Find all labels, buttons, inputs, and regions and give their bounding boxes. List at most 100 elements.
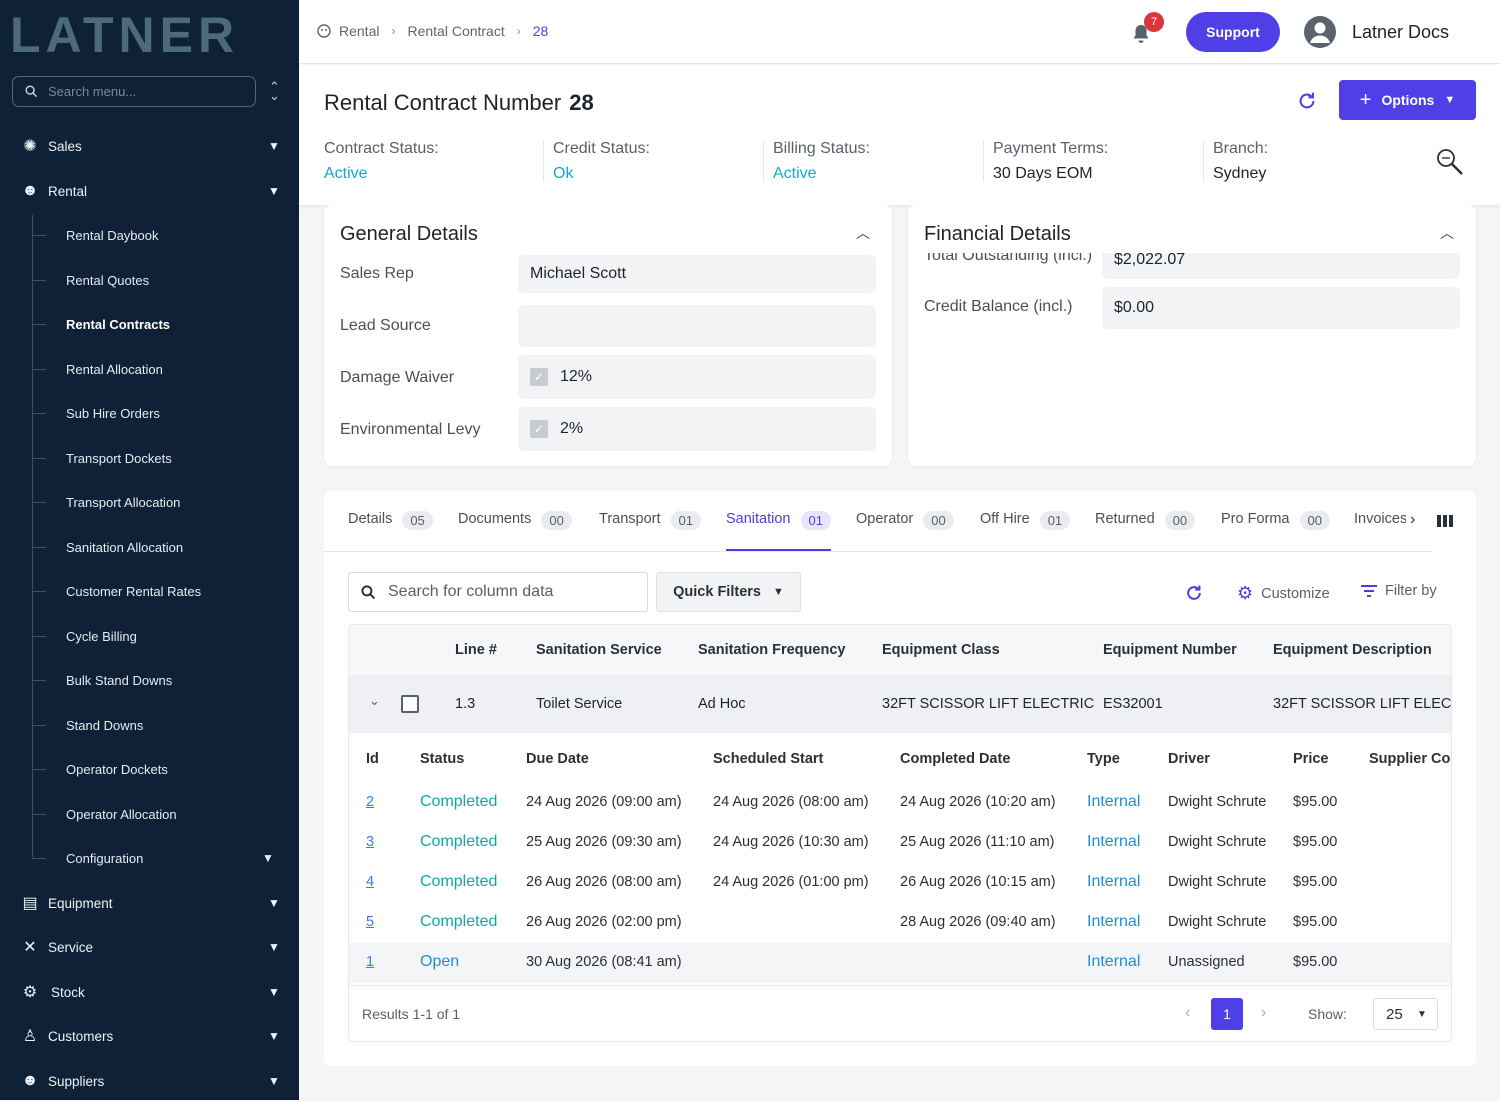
cell-status: Completed [420, 793, 498, 810]
refresh-icon[interactable] [1296, 90, 1318, 112]
sidebar-item-rental-contracts[interactable]: Rental Contracts [32, 309, 170, 339]
row-id-link[interactable]: 2 [366, 794, 375, 810]
menu-search-input[interactable] [48, 84, 238, 99]
tree-branch [32, 679, 46, 681]
chevron-right-icon[interactable]: › [1261, 1004, 1267, 1021]
nav-customers[interactable]: ♙ Customers ▼ [0, 1016, 299, 1056]
sidebar-item-sanitation-allocation[interactable]: Sanitation Allocation [32, 532, 183, 562]
zoom-search-icon[interactable] [1435, 147, 1465, 177]
sub-column-header[interactable]: Scheduled Start [713, 751, 824, 767]
sub-column-header[interactable]: Price [1293, 751, 1329, 767]
nav-equipment[interactable]: ▤ Equipment ▼ [0, 883, 299, 923]
tab-invoices[interactable]: Invoices [1354, 511, 1412, 551]
tab-off-hire[interactable]: Off Hire 01 [980, 511, 1071, 551]
tree-branch [32, 412, 46, 414]
row-id-link[interactable]: 3 [366, 834, 375, 850]
chevron-up-icon[interactable]: ︿ [856, 225, 870, 241]
tab-label: Details [348, 511, 393, 527]
damage-waiver-field[interactable]: ✓ 12% [518, 355, 876, 399]
support-button[interactable]: Support [1186, 12, 1280, 52]
checkbox-checked-icon[interactable]: ✓ [530, 368, 548, 386]
tab-returned[interactable]: Returned 00 [1095, 511, 1196, 551]
chevron-left-icon[interactable]: ‹ [1185, 1004, 1191, 1021]
nav-stock[interactable]: ⚙ Stock ▼ [0, 972, 299, 1012]
sidebar-item-rental-allocation[interactable]: Rental Allocation [32, 354, 163, 384]
sidebar-item-transport-allocation[interactable]: Transport Allocation [32, 487, 180, 517]
avatar[interactable] [1304, 16, 1336, 48]
sub-column-header[interactable]: Type [1087, 751, 1120, 767]
lead-source-field[interactable] [518, 305, 876, 347]
collapse-sidebar-icon[interactable]: ⌃ ⌄ [269, 79, 280, 103]
column-header[interactable]: Equipment Description [1273, 642, 1432, 658]
sidebar-item-configuration[interactable]: Configuration ▼ [32, 843, 274, 873]
sidebar-item-cycle-billing[interactable]: Cycle Billing [32, 621, 137, 651]
user-name[interactable]: Latner Docs [1352, 22, 1450, 42]
sub-column-header[interactable]: Status [420, 751, 465, 767]
chevron-up-icon[interactable]: ︿ [1440, 225, 1454, 241]
sidebar-item-stand-downs[interactable]: Stand Downs [32, 710, 143, 740]
status-label: Payment Terms: [993, 140, 1109, 157]
sidebar-item-rental-quotes[interactable]: Rental Quotes [32, 265, 149, 295]
columns-icon[interactable] [1437, 515, 1453, 527]
table-row[interactable]: 2 Completed 24 Aug 2026 (09:00 am) 24 Aug 2… [349, 783, 1451, 823]
page-size-select[interactable]: 25 ▼ [1373, 998, 1438, 1030]
table-row[interactable]: 5 Completed 26 Aug 2026 (02:00 pm) 28 Aug 2… [349, 903, 1451, 943]
sub-column-header[interactable]: Id [366, 751, 379, 767]
tab-transport[interactable]: Transport 01 [599, 511, 701, 551]
table-row[interactable]: 4 Completed 26 Aug 2026 (08:00 am) 24 Aug 2… [349, 863, 1451, 903]
page-button[interactable]: 1 [1211, 998, 1243, 1030]
sidebar-item-sub-hire-orders[interactable]: Sub Hire Orders [32, 398, 160, 428]
sidebar-item-rental-daybook[interactable]: Rental Daybook [32, 220, 159, 250]
table-row[interactable]: 1 Open 30 Aug 2026 (08:41 am) Internal Unass… [349, 943, 1451, 983]
tab-operator[interactable]: Operator 00 [856, 511, 954, 551]
tab-details[interactable]: Details 05 [348, 511, 433, 551]
table-row[interactable]: 3 Completed 25 Aug 2026 (09:30 am) 24 Aug 2… [349, 823, 1451, 863]
row-checkbox[interactable] [401, 695, 419, 713]
row-id-link[interactable]: 5 [366, 914, 375, 930]
tab-sanitation[interactable]: Sanitation 01 [726, 511, 831, 551]
table-row[interactable]: ⌄ 1.3 Toilet Service Ad Hoc 32FT SCISSOR… [349, 675, 1451, 733]
tab-pro-forma[interactable]: Pro Forma 00 [1221, 511, 1330, 551]
tab-documents[interactable]: Documents 00 [458, 511, 572, 551]
column-header[interactable]: Sanitation Frequency [698, 642, 846, 658]
sales-rep-field[interactable]: Michael Scott [518, 255, 876, 293]
column-search[interactable] [348, 572, 648, 612]
credit-balance-label: Credit Balance (incl.) [924, 298, 1073, 315]
sub-column-header[interactable]: Supplier Cost [1369, 751, 1451, 767]
filter-by-button[interactable]: Filter by [1361, 583, 1437, 599]
customize-button[interactable]: ⚙ Customize [1237, 583, 1330, 604]
environmental-levy-field[interactable]: ✓ 2% [518, 407, 876, 451]
column-header[interactable]: Sanitation Service [536, 642, 662, 658]
credit-balance-field[interactable]: $0.00 [1102, 287, 1460, 329]
menu-search[interactable] [12, 76, 256, 107]
breadcrumb-rental-contract[interactable]: Rental Contract [407, 23, 505, 39]
cell-type: Internal [1087, 913, 1141, 930]
scroll-tabs-right-icon[interactable]: › [1406, 511, 1420, 529]
nav-sales[interactable]: ✺ Sales ▼ [0, 126, 299, 166]
nav-rental[interactable]: ☻ Rental ▼ [0, 171, 299, 211]
row-id-link[interactable]: 4 [366, 874, 375, 890]
latner-logo[interactable]: LATNER [10, 7, 240, 63]
sub-column-header[interactable]: Due Date [526, 751, 589, 767]
chevron-down-icon[interactable]: ⌄ [369, 693, 380, 708]
column-header[interactable]: Line # [455, 642, 497, 658]
column-search-input[interactable] [388, 583, 638, 601]
nav-service[interactable]: ✕ Service ▼ [0, 927, 299, 967]
quick-filters-button[interactable]: Quick Filters ▼ [656, 572, 801, 612]
options-button[interactable]: + Options ▼ [1339, 80, 1476, 120]
sub-column-header[interactable]: Completed Date [900, 751, 1011, 767]
sidebar-item-operator-allocation[interactable]: Operator Allocation [32, 799, 177, 829]
nav-suppliers[interactable]: ☻ Suppliers ▼ [0, 1061, 299, 1101]
sidebar-item-bulk-stand-downs[interactable]: Bulk Stand Downs [32, 665, 172, 695]
breadcrumb-rental[interactable]: Rental [339, 23, 380, 39]
checkbox-checked-icon[interactable]: ✓ [530, 420, 548, 438]
refresh-icon[interactable] [1184, 583, 1204, 603]
column-header[interactable]: Equipment Class [882, 642, 1000, 658]
bell-icon[interactable] [1132, 24, 1150, 44]
sidebar-item-operator-dockets[interactable]: Operator Dockets [32, 754, 168, 784]
row-id-link[interactable]: 1 [366, 954, 375, 970]
sub-column-header[interactable]: Driver [1168, 751, 1210, 767]
column-header[interactable]: Equipment Number [1103, 642, 1237, 658]
sidebar-item-transport-dockets[interactable]: Transport Dockets [32, 443, 172, 473]
sidebar-item-customer-rental-rates[interactable]: Customer Rental Rates [32, 576, 201, 606]
